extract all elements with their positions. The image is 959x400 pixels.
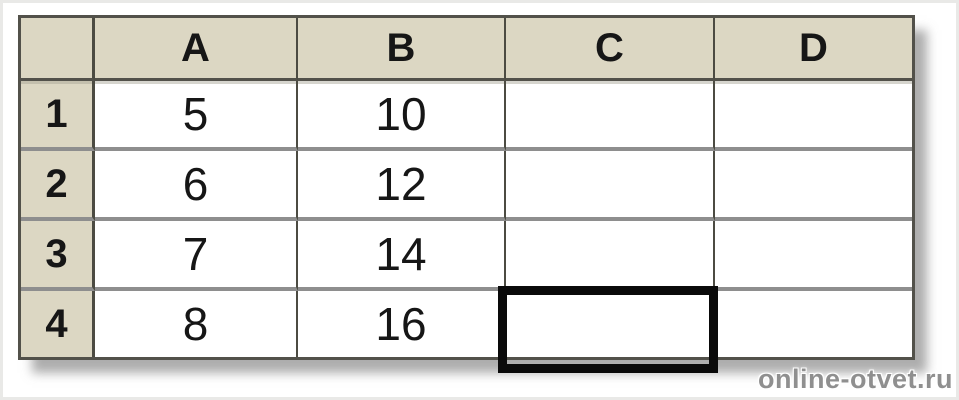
cell-a3[interactable]: 7: [95, 221, 298, 291]
cell-c3[interactable]: [506, 221, 715, 291]
row-header-3[interactable]: 3: [21, 221, 95, 291]
column-header-a[interactable]: A: [95, 18, 298, 81]
select-all-corner[interactable]: [21, 18, 95, 81]
column-header-c[interactable]: C: [506, 18, 715, 81]
cell-d1[interactable]: [715, 81, 912, 151]
column-header-d[interactable]: D: [715, 18, 912, 81]
spreadsheet-grid: A B C D 1 5 10 2 6 12 3 7 14 4 8 16: [18, 15, 915, 360]
row-header-2[interactable]: 2: [21, 151, 95, 221]
watermark: online-otvet.ru: [758, 364, 953, 394]
cell-d2[interactable]: [715, 151, 912, 221]
cell-b2[interactable]: 12: [298, 151, 506, 221]
cell-d3[interactable]: [715, 221, 912, 291]
cell-a1[interactable]: 5: [95, 81, 298, 151]
cell-c4[interactable]: [506, 291, 715, 357]
cell-c1[interactable]: [506, 81, 715, 151]
cell-b1[interactable]: 10: [298, 81, 506, 151]
cell-c2[interactable]: [506, 151, 715, 221]
cell-b4[interactable]: 16: [298, 291, 506, 357]
row-header-4[interactable]: 4: [21, 291, 95, 357]
cell-a4[interactable]: 8: [95, 291, 298, 357]
cell-d4[interactable]: [715, 291, 912, 357]
column-header-b[interactable]: B: [298, 18, 506, 81]
row-header-1[interactable]: 1: [21, 81, 95, 151]
cell-a2[interactable]: 6: [95, 151, 298, 221]
cell-b3[interactable]: 14: [298, 221, 506, 291]
